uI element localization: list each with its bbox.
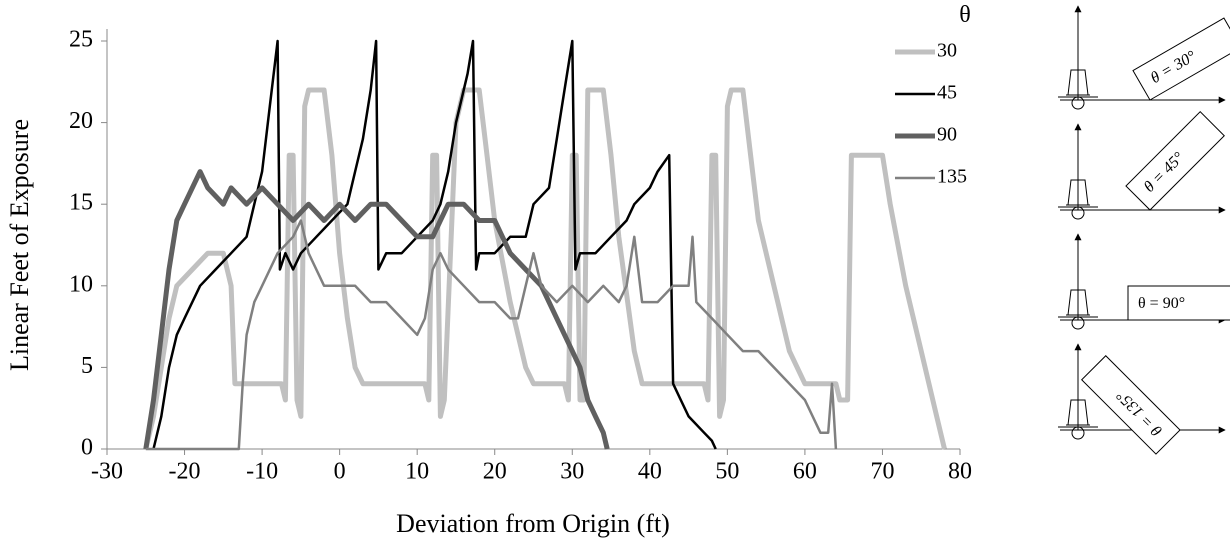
y-tick-label: 5 xyxy=(81,353,93,379)
legend-label: 30 xyxy=(937,40,957,62)
x-tick-label: -10 xyxy=(246,459,278,485)
legend-title: θ xyxy=(959,2,971,28)
legend-label: 45 xyxy=(937,82,957,104)
x-tick-label: 30 xyxy=(560,459,584,485)
y-tick-label: 10 xyxy=(69,271,93,297)
y-tick-label: 25 xyxy=(69,27,93,53)
x-tick-label: 20 xyxy=(483,459,507,485)
lamp xyxy=(1066,289,1090,316)
y-tick-label: 0 xyxy=(81,435,93,461)
series-line xyxy=(143,87,947,450)
series-line xyxy=(145,219,838,451)
beam-box xyxy=(1081,355,1181,455)
lamp xyxy=(1066,399,1090,426)
beam: θ = 90° xyxy=(1127,285,1230,321)
x-tick-label: 60 xyxy=(793,459,817,485)
diagrams: θ = 30° θ = 45° θ = 90° θ = 135° xyxy=(1058,5,1230,455)
y-tick-label: 15 xyxy=(69,190,93,216)
beam: θ = 45° xyxy=(1125,111,1225,211)
x-tick-label: -30 xyxy=(91,459,123,485)
legend-label: 135 xyxy=(937,166,967,188)
lamp xyxy=(1066,69,1090,96)
beam-box xyxy=(1127,285,1230,321)
beam-box xyxy=(1125,111,1225,211)
y-axis-label: Linear Feet of Exposure xyxy=(5,119,34,371)
x-tick-label: 10 xyxy=(405,459,429,485)
y-tick-label: 20 xyxy=(69,108,93,134)
lamp xyxy=(1066,179,1090,206)
beam: θ = 30° xyxy=(1132,17,1230,101)
beam-box xyxy=(1132,17,1230,101)
beam: θ = 135° xyxy=(1081,355,1181,455)
diagram-label: θ = 90° xyxy=(1138,295,1185,312)
series-line xyxy=(152,39,717,450)
x-tick-label: 50 xyxy=(715,459,739,485)
series-line xyxy=(143,169,610,450)
x-axis-label: Deviation from Origin (ft) xyxy=(396,509,670,538)
x-tick-label: 0 xyxy=(334,459,346,485)
x-tick-label: 80 xyxy=(948,459,972,485)
x-tick-label: -20 xyxy=(169,459,201,485)
x-tick-label: 40 xyxy=(638,459,662,485)
x-tick-label: 70 xyxy=(870,459,894,485)
legend-label: 90 xyxy=(937,124,957,146)
